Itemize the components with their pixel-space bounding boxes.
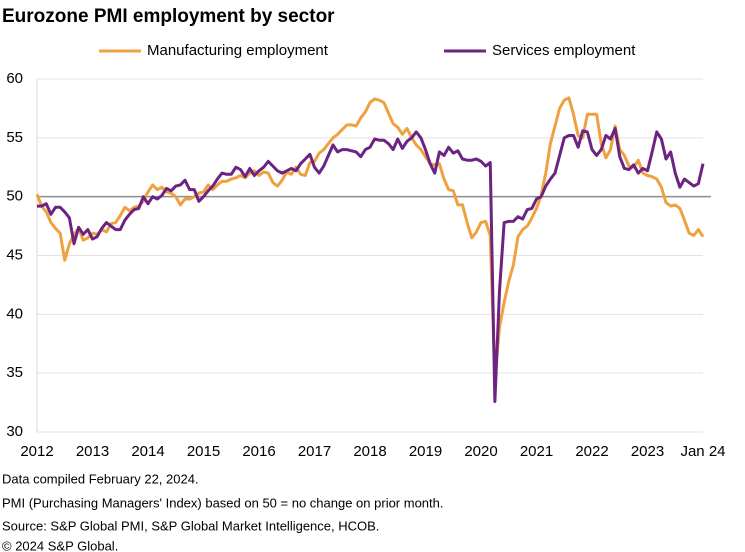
y-tick-label: 45 <box>6 246 23 263</box>
x-tick-label: Jan 24 <box>680 443 725 460</box>
y-tick-label: 50 <box>6 188 23 205</box>
x-tick-label: 2014 <box>131 443 164 460</box>
series-line <box>35 96 705 381</box>
x-tick-label: 2015 <box>187 443 220 460</box>
footnote: PMI (Purchasing Managers' Index) based o… <box>2 495 444 510</box>
x-tick-label: 2018 <box>353 443 386 460</box>
legend-label: Manufacturing employment <box>147 42 329 59</box>
x-tick-label: 2020 <box>464 443 497 460</box>
x-tick-label: 2022 <box>575 443 608 460</box>
x-tick-label: 2021 <box>520 443 553 460</box>
x-tick-label: 2012 <box>20 443 53 460</box>
legend-label: Services employment <box>492 42 636 59</box>
x-tick-label: 2017 <box>298 443 331 460</box>
footnote: © 2024 S&P Global. <box>2 538 118 552</box>
y-tick-label: 40 <box>6 305 23 322</box>
y-tick-label: 55 <box>6 129 23 146</box>
chart-title: Eurozone PMI employment by sector <box>2 6 335 27</box>
y-tick-label: 30 <box>6 423 23 440</box>
x-tick-label: 2023 <box>631 443 664 460</box>
footnote: Data compiled February 22, 2024. <box>2 471 199 486</box>
x-tick-label: 2016 <box>242 443 275 460</box>
y-tick-label: 35 <box>6 364 23 381</box>
x-tick-label: 2019 <box>409 443 442 460</box>
x-tick-label: 2013 <box>76 443 109 460</box>
footnote: Source: S&P Global PMI, S&P Global Marke… <box>2 518 379 533</box>
y-tick-label: 60 <box>6 70 23 87</box>
series-line <box>37 126 705 403</box>
